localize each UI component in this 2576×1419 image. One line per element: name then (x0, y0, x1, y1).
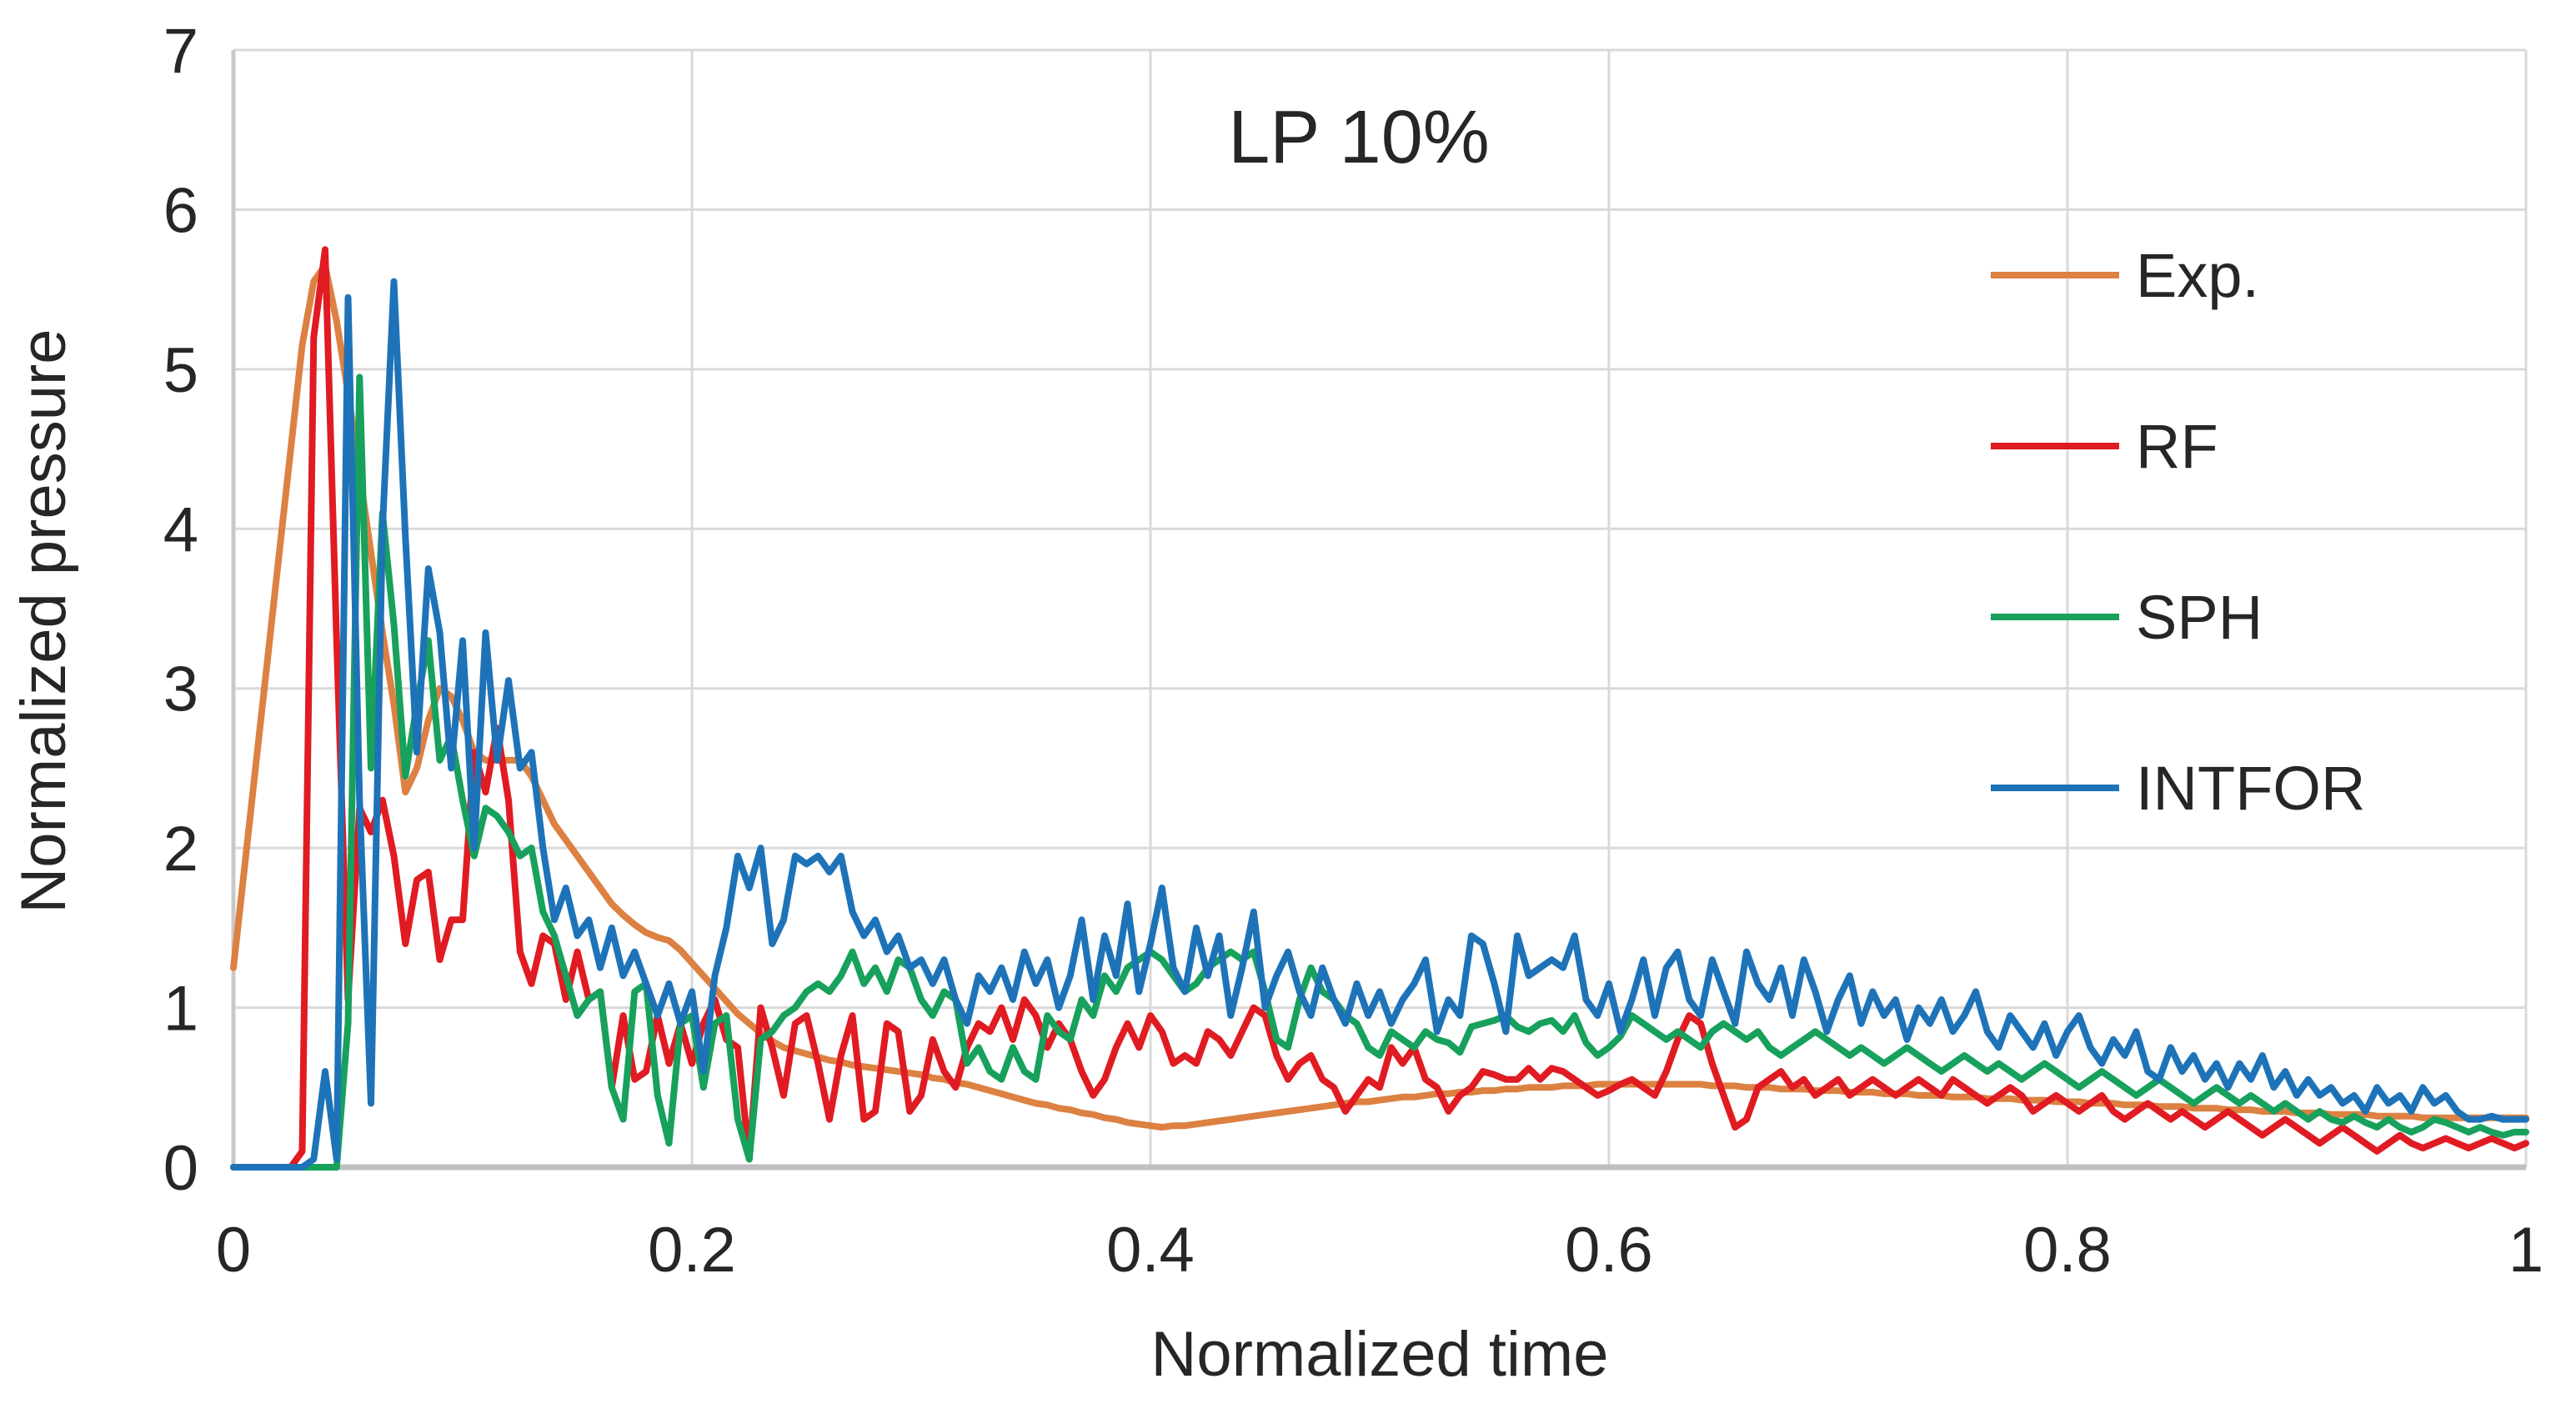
x-tick-label: 0.2 (648, 1215, 736, 1286)
series-lines (230, 246, 2529, 1171)
legend-label-intfor: INTFOR (2136, 754, 2365, 823)
y-axis-title: Normalized pressure (8, 328, 79, 913)
gridlines (233, 48, 2528, 1167)
x-tick-label: 0 (216, 1215, 251, 1286)
legend: Exp. RF SPH INTFOR (1991, 241, 2365, 823)
y-tick-label: 1 (163, 974, 198, 1045)
y-tick-labels: 0 1 2 3 4 5 6 7 (163, 16, 198, 1204)
series-line-sph (230, 374, 2529, 1171)
y-tick-label: 7 (163, 16, 198, 87)
y-tick-label: 5 (163, 335, 198, 406)
y-tick-label: 4 (163, 494, 198, 565)
legend-label-rf: RF (2136, 412, 2218, 481)
legend-label-exp: Exp. (2136, 241, 2259, 310)
series-line-intfor (230, 278, 2529, 1171)
y-tick-label: 3 (163, 654, 198, 725)
x-tick-label: 0.6 (1565, 1215, 1653, 1286)
axis-lines (231, 50, 2526, 1171)
y-tick-label: 6 (163, 175, 198, 246)
x-axis-title: Normalized time (1150, 1319, 1608, 1390)
legend-item-intfor: INTFOR (1991, 754, 2365, 823)
x-tick-labels: 0 0.2 0.4 0.6 0.8 1 (216, 1215, 2543, 1286)
legend-item-sph: SPH (1991, 583, 2263, 652)
chart-title: LP 10% (1228, 96, 1490, 179)
legend-item-exp: Exp. (1991, 241, 2259, 310)
legend-label-sph: SPH (2136, 583, 2263, 652)
x-tick-label: 0.4 (1106, 1215, 1195, 1286)
x-tick-label: 1 (2508, 1215, 2543, 1286)
legend-item-rf: RF (1991, 412, 2218, 481)
x-tick-label: 0.8 (2023, 1215, 2112, 1286)
y-tick-label: 0 (163, 1133, 198, 1204)
series-line-rf (230, 246, 2529, 1171)
y-tick-label: 2 (163, 814, 198, 885)
